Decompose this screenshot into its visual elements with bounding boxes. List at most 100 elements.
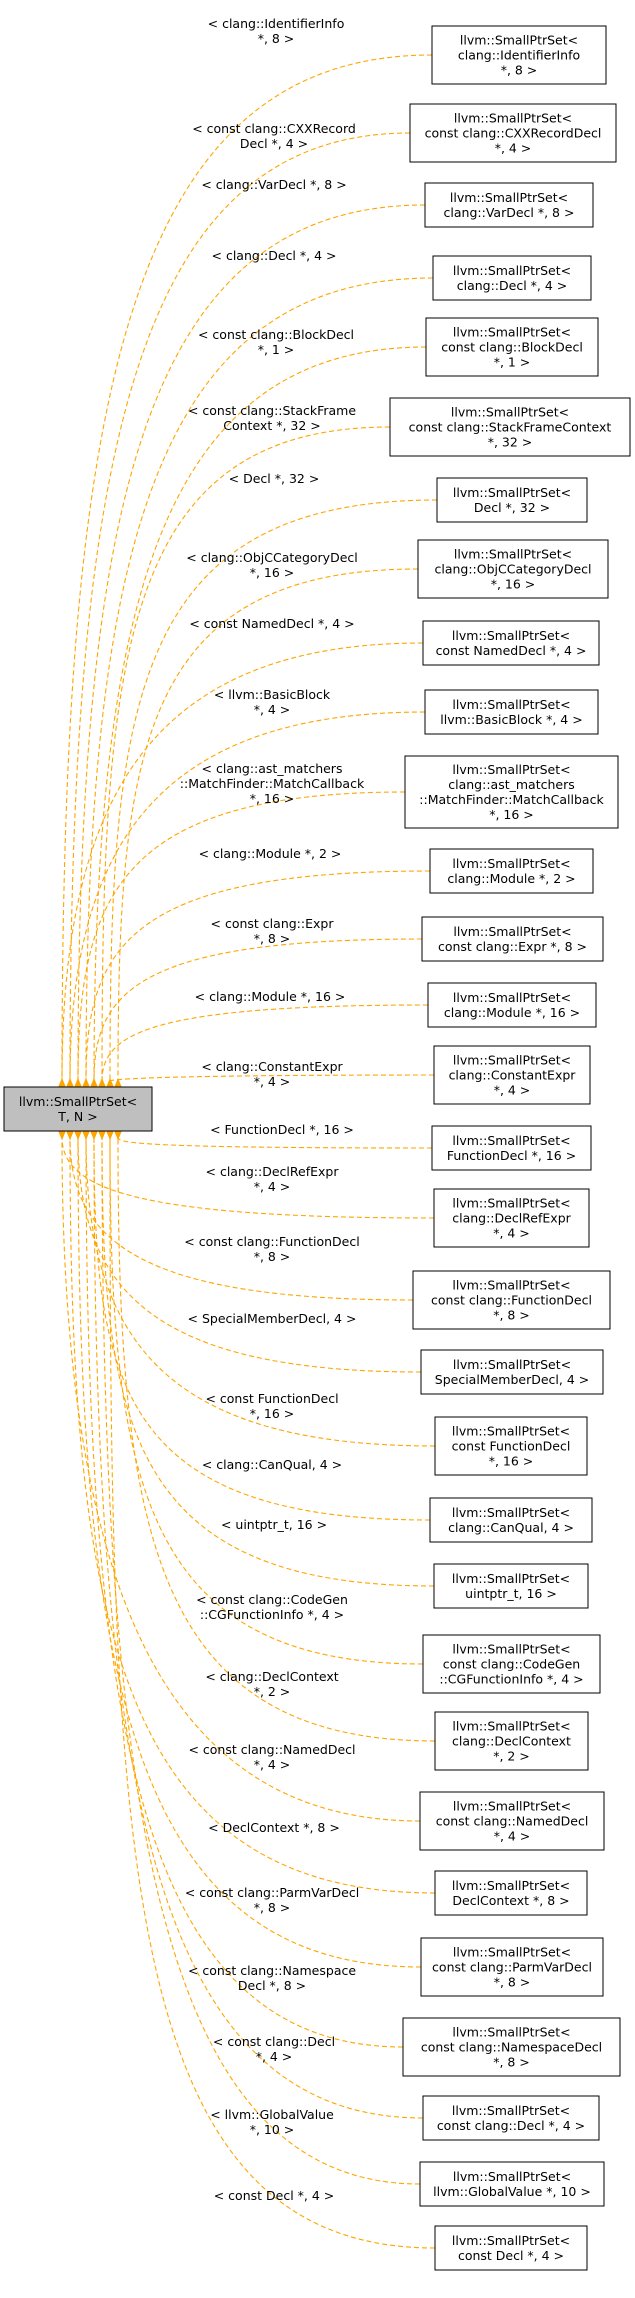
inheritance-edge [72,791,406,1091]
derived-class-node[interactable]: llvm::SmallPtrSet<clang::Module *, 16 > [427,982,597,1028]
derived-class-node[interactable]: llvm::SmallPtrSet<const clang::Expr *, 8… [421,916,604,962]
derived-class-node[interactable]: llvm::SmallPtrSet<FunctionDecl *, 16 > [431,1125,592,1171]
edge-label: < clang::Module *, 2 > [199,846,342,861]
base-class-node[interactable]: llvm::SmallPtrSet<T, N > [3,1086,153,1132]
derived-class-node[interactable]: llvm::SmallPtrSet<SpecialMemberDecl, 4 > [420,1349,604,1395]
node-label-line: llvm::SmallPtrSet< [452,1133,570,1148]
inheritance-edge [80,1127,404,2048]
node-box [417,539,609,599]
edge-label: < const clang::StackFrameContext *, 32 > [188,403,356,433]
node-label-line: SpecialMemberDecl, 4 > [435,1372,589,1387]
derived-class-node[interactable]: llvm::SmallPtrSet<const clang::ParmVarDe… [420,1937,604,1997]
edge-label-line: Decl *, 4 > [240,136,308,151]
node-label-line: llvm::SmallPtrSet< [453,924,571,939]
inheritance-edge [88,346,427,1091]
derived-class-node[interactable]: llvm::SmallPtrSet<const clang::Namespace… [402,2017,621,2077]
base-node-layer: llvm::SmallPtrSet<T, N > [3,1086,153,1132]
node-label-line: const clang::FunctionDecl [431,1293,592,1308]
node-label-line: clang::VarDecl *, 8 > [444,205,575,220]
inheritance-edge [72,1127,422,1373]
inheritance-edge [112,568,419,1091]
edge-label-line: < const FunctionDecl [205,1391,338,1406]
node-label-line: llvm::SmallPtrSet< [452,1505,570,1520]
node-box [402,2017,621,2077]
derived-class-node[interactable]: llvm::SmallPtrSet<clang::IdentifierInfo*… [431,25,607,85]
derived-class-node[interactable]: llvm::SmallPtrSet<clang::ConstantExpr*, … [433,1045,591,1105]
node-label-line: *, 4 > [494,1829,531,1844]
derived-class-node[interactable]: llvm::SmallPtrSet<clang::DeclContext*, 2… [434,1711,589,1771]
node-label-line: llvm::SmallPtrSet< [453,1799,571,1814]
node-label-line: clang::DeclContext [452,1734,571,1749]
derived-class-node[interactable]: llvm::SmallPtrSet<DeclContext *, 8 > [434,1870,588,1916]
derived-class-node[interactable]: llvm::SmallPtrSet<clang::DeclRefExpr*, 4… [433,1188,590,1248]
node-box [434,1711,589,1771]
node-label-line: llvm::SmallPtrSet< [451,405,569,420]
inheritance-edge [112,1127,436,1742]
derived-class-node[interactable]: llvm::SmallPtrSet<const NamedDecl *, 4 > [422,620,600,666]
inheritance-edge [56,1127,421,1822]
node-label-line: llvm::SmallPtrSet< [450,190,568,205]
node-label-line: clang::ObjCCategoryDecl [434,562,591,577]
inheritance-edge [88,938,423,1091]
derived-class-node[interactable]: llvm::SmallPtrSet<const Decl *, 4 > [434,2225,588,2271]
derived-class-node[interactable]: llvm::SmallPtrSet<const clang::CXXRecord… [409,103,617,163]
node-label-line: const clang::StackFrameContext [409,420,612,435]
node-label-line: const clang::CodeGen [443,1657,580,1672]
inheritance-edge [80,1127,436,1447]
derived-class-node[interactable]: llvm::SmallPtrSet<const clang::NamedDecl… [419,1791,605,1851]
node-box [422,1634,601,1694]
edge-label-line: < const clang::NamedDecl [188,1742,355,1757]
edge-label: < clang::ast_matchers::MatchFinder::Matc… [180,761,365,806]
edge-label: < DeclContext *, 8 > [208,1820,340,1835]
derived-class-node[interactable]: llvm::SmallPtrSet<llvm::GlobalValue *, 1… [419,2161,605,2207]
derived-class-node[interactable]: llvm::SmallPtrSet<llvm::BasicBlock *, 4 … [424,689,599,735]
edge-label: < const clang::CXXRecordDecl *, 4 > [192,121,356,151]
node-label-line: llvm::SmallPtrSet< [454,111,572,126]
derived-class-node[interactable]: llvm::SmallPtrSet<uintptr_t, 16 > [433,1563,589,1609]
edge-label: < SpecialMemberDecl, 4 > [188,1311,357,1326]
node-label-line: llvm::SmallPtrSet< [452,1424,570,1439]
node-label-line: llvm::SmallPtrSet< [460,33,578,48]
node-label-line: const clang::ParmVarDecl [432,1960,592,1975]
derived-class-node[interactable]: llvm::SmallPtrSet<const FunctionDecl*, 1… [434,1416,588,1476]
edges-layer [56,54,438,2249]
derived-class-node[interactable]: llvm::SmallPtrSet<clang::Decl *, 4 > [432,255,592,301]
node-box [420,1937,604,1997]
edge-label-line: *, 10 > [250,2122,295,2137]
edge-label-line: < uintptr_t, 16 > [221,1517,327,1532]
node-label-line: llvm::SmallPtrSet< [452,2025,570,2040]
derived-class-node[interactable]: llvm::SmallPtrSet<clang::CanQual, 4 > [429,1497,593,1543]
node-box [431,1125,592,1171]
derived-class-node[interactable]: llvm::SmallPtrSet<const clang::StackFram… [389,397,631,457]
node-box [389,397,631,457]
derived-class-node[interactable]: llvm::SmallPtrSet<const clang::CodeGen::… [422,1634,601,1694]
derived-class-node[interactable]: llvm::SmallPtrSet<clang::ast_matchers::M… [404,755,619,829]
derived-class-node[interactable]: llvm::SmallPtrSet<clang::Module *, 2 > [429,848,594,894]
derived-class-node[interactable]: llvm::SmallPtrSet<const clang::FunctionD… [412,1270,611,1330]
derived-class-node[interactable]: llvm::SmallPtrSet<const clang::BlockDecl… [425,317,599,377]
derived-class-node[interactable]: llvm::SmallPtrSet<Decl *, 32 > [436,477,588,523]
edge-label: < const clang::Expr*, 8 > [211,916,335,946]
edge-label-line: < llvm::GlobalValue [210,2107,334,2122]
edge-label-line: *, 8 > [254,931,291,946]
node-label-line: llvm::SmallPtrSet< [452,762,570,777]
edge-label-line: *, 8 > [258,31,295,46]
edge-label-line: < const NamedDecl *, 4 > [189,616,354,631]
edge-label-line: < DeclContext *, 8 > [208,1820,340,1835]
node-label-line: const clang::Decl *, 4 > [437,2118,585,2133]
derived-class-node[interactable]: llvm::SmallPtrSet<clang::VarDecl *, 8 > [424,182,594,228]
node-box [425,317,599,377]
node-label-line: clang::Module *, 16 > [444,1005,580,1020]
edge-label-line: < const clang::FunctionDecl [184,1234,359,1249]
node-label-line: *, 4 > [494,1083,531,1098]
derived-class-node[interactable]: llvm::SmallPtrSet<const clang::Decl *, 4… [422,2095,600,2141]
edge-label: < clang::Decl *, 4 > [212,248,337,263]
node-label-line: llvm::SmallPtrSet< [453,990,571,1005]
edge-label: < const clang::NamespaceDecl *, 8 > [188,1963,356,1993]
inheritance-edge [96,1127,421,2185]
inheritance-edge [96,1004,429,1091]
node-label-line: ::MatchFinder::MatchCallback [419,792,604,807]
derived-class-node[interactable]: llvm::SmallPtrSet<clang::ObjCCategoryDec… [417,539,609,599]
node-label-line: llvm::SmallPtrSet< [452,856,570,871]
